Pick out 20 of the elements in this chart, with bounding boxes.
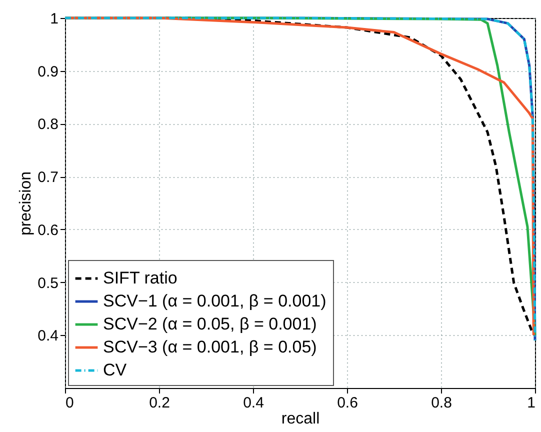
legend-label: SCV−3 (α = 0.001, β = 0.05) [103,338,317,356]
y-tick-label: 0.6 [38,222,58,239]
x-tick-label: 0.8 [431,394,452,412]
y-tick-label: 0.7 [38,169,58,186]
x-tick-label: 0.2 [149,394,170,412]
x-tick-label: 0 [66,394,74,412]
y-tick-label: 0.4 [38,328,58,345]
y-tick-label: 0.9 [38,63,58,80]
legend-label: SCV−1 (α = 0.001, β = 0.001) [103,292,326,310]
x-tick-label: 1 [527,394,536,412]
y-axis-title: precision [18,171,35,236]
x-tick-label: 0.6 [337,394,358,412]
y-tick-label: 1 [50,10,58,28]
x-tick-label: 0.4 [243,394,264,412]
x-axis-title: recall [281,410,320,428]
legend-label: CV [103,360,128,380]
y-tick-label: 0.5 [38,274,58,292]
legend-label: SCV−2 (α = 0.05, β = 0.001) [103,314,317,334]
legend-label: SIFT ratio [103,268,178,288]
y-tick-label: 0.8 [38,116,58,134]
